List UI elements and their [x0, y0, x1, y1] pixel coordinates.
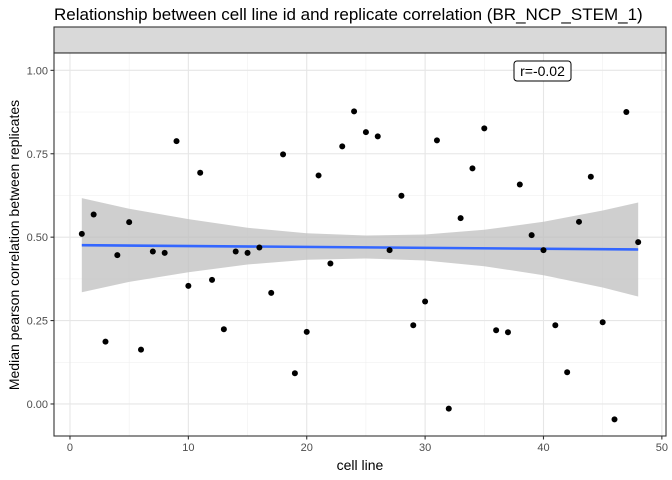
data-point: [244, 249, 251, 256]
data-point: [138, 346, 145, 353]
x-tick-label: 20: [301, 442, 313, 454]
data-point: [303, 328, 310, 335]
data-point: [374, 133, 381, 140]
data-point: [185, 282, 192, 289]
data-point: [362, 129, 369, 136]
x-tick-label: 30: [419, 442, 431, 454]
data-point: [493, 327, 500, 334]
x-axis: 0 10 20 30 40 50: [67, 436, 668, 454]
data-point: [433, 137, 440, 144]
facet-strip: [53, 26, 667, 54]
data-point: [410, 322, 417, 329]
data-point: [635, 239, 642, 246]
x-axis-label: cell line: [337, 457, 384, 473]
data-point: [114, 252, 121, 259]
data-point: [445, 405, 452, 412]
x-tick-label: 40: [537, 442, 549, 454]
data-point: [540, 247, 547, 254]
data-point: [291, 370, 298, 377]
y-tick-label: 0.00: [27, 399, 48, 411]
data-point: [528, 232, 535, 239]
data-point: [611, 416, 618, 423]
data-point: [173, 138, 180, 145]
y-tick-label: 0.75: [27, 149, 48, 161]
data-point: [232, 248, 239, 255]
data-point: [220, 326, 227, 333]
data-point: [587, 173, 594, 180]
y-tick-label: 0.50: [27, 232, 48, 244]
data-point: [78, 230, 85, 237]
data-point: [623, 109, 630, 116]
data-point: [268, 289, 275, 296]
data-point: [197, 169, 204, 176]
data-point: [457, 215, 464, 222]
y-axis: 0.00 0.25 0.50 0.75 1.00: [27, 65, 54, 411]
plot-panel-border: [53, 52, 667, 437]
data-point: [102, 338, 109, 345]
data-point: [564, 369, 571, 376]
data-point: [90, 211, 97, 218]
data-point: [161, 249, 168, 256]
y-tick-label: 0.25: [27, 316, 48, 328]
data-point: [516, 181, 523, 188]
correlation-label: r=-0.02: [520, 63, 565, 79]
data-points: [78, 108, 642, 423]
x-tick-label: 0: [67, 442, 73, 454]
x-tick-label: 50: [656, 442, 668, 454]
data-point: [351, 108, 358, 115]
data-point: [575, 218, 582, 225]
data-point: [481, 125, 488, 132]
x-tick-label: 10: [182, 442, 194, 454]
data-point: [339, 143, 346, 150]
data-point: [422, 298, 429, 305]
data-point: [386, 247, 393, 254]
data-point: [469, 165, 476, 172]
data-point: [126, 219, 133, 226]
data-point: [209, 276, 216, 283]
data-point: [599, 319, 606, 326]
data-point: [280, 151, 287, 158]
data-point: [552, 322, 559, 329]
chart-title: Relationship between cell line id and re…: [54, 5, 643, 24]
data-point: [327, 260, 334, 267]
data-point: [398, 192, 405, 199]
data-point: [504, 329, 511, 336]
data-point: [315, 172, 322, 179]
y-tick-label: 1.00: [27, 65, 48, 77]
data-point: [149, 248, 156, 255]
annotation-box: r=-0.02: [513, 60, 572, 82]
y-axis-label: Median pearson correlation between repli…: [6, 100, 22, 390]
data-point: [256, 244, 263, 251]
